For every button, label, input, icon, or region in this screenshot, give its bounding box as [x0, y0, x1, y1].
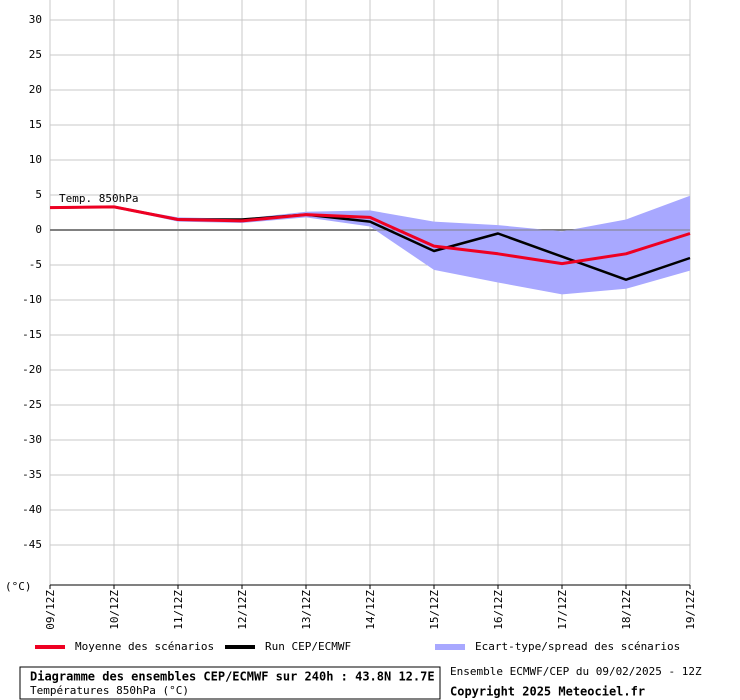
- x-tick-label: 13/12Z: [300, 590, 313, 630]
- y-tick-label: -45: [22, 538, 42, 551]
- x-tick-label: 15/12Z: [428, 590, 441, 630]
- x-tick-label: 18/12Z: [620, 590, 633, 630]
- x-tick-label: 12/12Z: [236, 590, 249, 630]
- y-tick-label: -5: [29, 258, 42, 271]
- annotation: Temp. 850hPa: [59, 192, 138, 205]
- legend-label: Run CEP/ECMWF: [265, 640, 351, 653]
- x-tick-label: 17/12Z: [556, 590, 569, 630]
- y-tick-label: -30: [22, 433, 42, 446]
- y-tick-label: 30: [29, 13, 42, 26]
- y-tick-label: -40: [22, 503, 42, 516]
- footer-subtitle: Températures 850hPa (°C): [30, 684, 189, 697]
- y-tick-label: 5: [35, 188, 42, 201]
- y-tick-label: -15: [22, 328, 42, 341]
- x-tick-label: 19/12Z: [684, 590, 697, 630]
- y-tick-label: 15: [29, 118, 42, 131]
- x-tick-label: 10/12Z: [108, 590, 121, 630]
- footer-title: Diagramme des ensembles CEP/ECMWF sur 24…: [30, 670, 435, 684]
- footer-run: Ensemble ECMWF/CEP du 09/02/2025 - 12Z: [450, 665, 702, 678]
- x-tick-label: 11/12Z: [172, 590, 185, 630]
- title-box: [19, 666, 441, 700]
- y-tick-label: 10: [29, 153, 42, 166]
- y-tick-label: 0: [35, 223, 42, 236]
- y-tick-label: -25: [22, 398, 42, 411]
- y-tick-label: -20: [22, 363, 42, 376]
- x-tick-label: 09/12Z: [44, 590, 57, 630]
- y-tick-label: 25: [29, 48, 42, 61]
- y-tick-label: 20: [29, 83, 42, 96]
- y-unit: (°C): [5, 580, 32, 593]
- footer-copyright: Copyright 2025 Meteociel.fr: [450, 685, 645, 699]
- legend-label: Moyenne des scénarios: [75, 640, 214, 653]
- x-tick-label: 14/12Z: [364, 590, 377, 630]
- y-tick-label: -35: [22, 468, 42, 481]
- x-tick-label: 16/12Z: [492, 590, 505, 630]
- line: [49, 205, 691, 266]
- y-tick-label: -10: [22, 293, 42, 306]
- legend-label: Ecart-type/spread des scénarios: [475, 640, 680, 653]
